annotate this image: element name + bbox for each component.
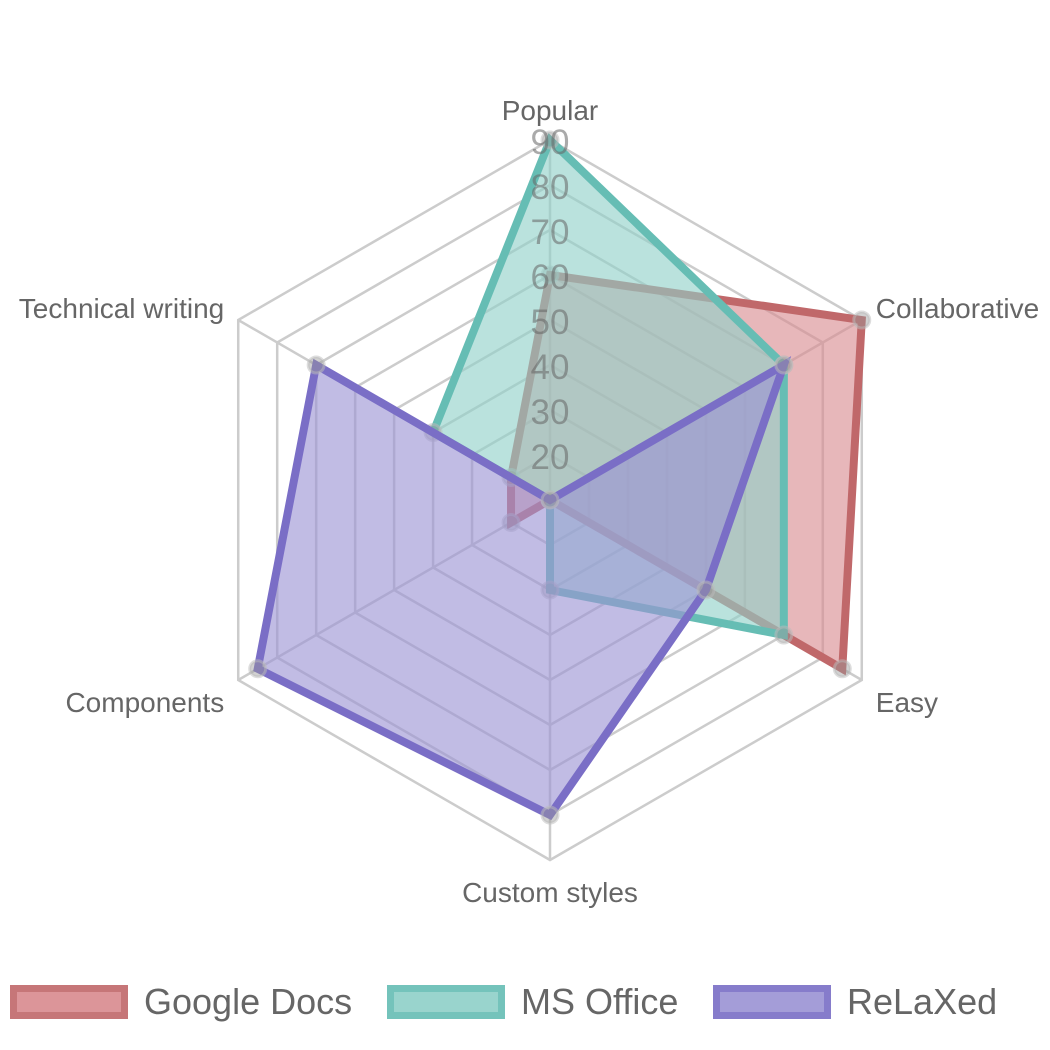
data-point-google-docs[interactable] [852,310,872,330]
data-point-relaxed[interactable] [248,659,268,679]
legend-item-relaxed[interactable]: ReLaXed [713,974,997,1030]
legend-label-relaxed: ReLaXed [847,981,998,1022]
chart-legend: Google Docs MS Office ReLaXed [0,974,1050,1030]
axis-label-collaborative: Collaborative [876,293,1039,324]
legend-item-google-docs[interactable]: Google Docs [10,974,352,1030]
tick-label: 40 [531,348,570,387]
tick-label: 50 [531,303,570,342]
data-point-relaxed[interactable] [306,355,326,375]
tick-label: 80 [531,168,570,207]
data-point-relaxed[interactable] [774,355,794,375]
data-point-relaxed[interactable] [696,580,716,600]
data-point-relaxed[interactable] [540,805,560,825]
legend-swatch-google-docs [10,985,128,1019]
series-relaxed [248,355,794,825]
tick-label: 60 [531,258,570,297]
legend-label-ms-office: MS Office [521,981,679,1022]
data-point-relaxed[interactable] [540,490,560,510]
data-point-ms-office[interactable] [774,625,794,645]
axis-label-easy: Easy [876,687,938,718]
data-point-ms-office[interactable] [540,130,560,150]
radial-tick-labels: 20 30 40 50 60 70 80 90 [531,123,570,477]
axis-label-technical-writing: Technical writing [19,293,224,324]
tick-label: 30 [531,393,570,432]
series-area-relaxed [253,356,792,821]
axis-label-custom-styles: Custom styles [462,877,638,908]
legend-swatch-relaxed [713,985,831,1019]
data-point-google-docs[interactable] [832,659,852,679]
axis-labels: Popular Collaborative Easy Custom styles Com… [19,95,1039,908]
tick-label: 90 [531,123,570,162]
tick-label: 20 [531,438,570,477]
legend-item-ms-office[interactable]: MS Office [387,974,678,1030]
tick-label: 70 [531,213,570,252]
axis-label-popular: Popular [502,95,599,126]
radar-series [248,130,872,825]
axis-label-components: Components [65,687,224,718]
legend-label-google-docs: Google Docs [144,981,353,1022]
legend-swatch-ms-office [387,985,505,1019]
